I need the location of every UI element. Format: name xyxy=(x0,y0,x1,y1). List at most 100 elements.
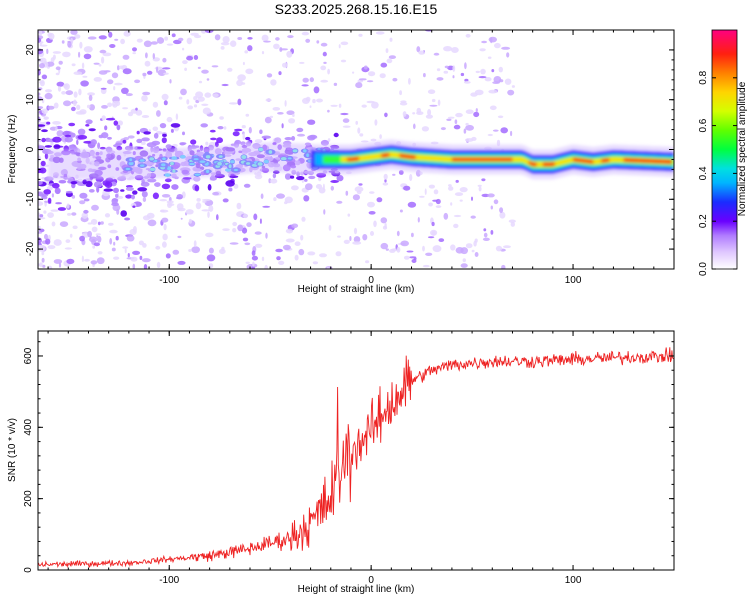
spectrogram-speckle xyxy=(412,112,416,115)
spectrogram-speckle xyxy=(291,223,299,229)
spectrogram-speckle xyxy=(201,198,211,202)
spectrogram-speckle xyxy=(323,61,327,64)
spectrogram-speckle xyxy=(437,99,441,106)
spectrogram-speckle xyxy=(492,129,499,132)
spectrogram-speckle xyxy=(56,130,64,137)
spectrogram-speckle xyxy=(423,73,426,78)
spectrogram-speckle xyxy=(95,233,101,236)
spectrogram-blob xyxy=(296,176,305,181)
spectrogram-blob xyxy=(77,135,88,140)
spectrogram-speckle xyxy=(299,61,305,64)
spectrogram-speckle xyxy=(492,81,500,84)
spectrogram-speckle xyxy=(93,62,100,65)
spectrogram-blob xyxy=(284,173,292,180)
spectrogram-speckle xyxy=(163,72,169,75)
spectrogram-speckle xyxy=(142,243,147,248)
spectrogram-speckle xyxy=(359,133,364,137)
spectrogram-speckle xyxy=(427,89,436,94)
spectrogram-speckle xyxy=(113,187,119,194)
spectrogram-speckle xyxy=(156,261,161,268)
spectrogram-speckle xyxy=(450,202,453,206)
spectrogram-speckle xyxy=(298,248,305,256)
x-tick-label: 0 xyxy=(368,275,374,286)
spectrogram-blob xyxy=(90,139,98,146)
spectrogram-speckle xyxy=(296,133,306,137)
spectrogram-speckle xyxy=(67,41,72,48)
x-tick-label: 100 xyxy=(565,575,582,586)
spectrogram-speckle xyxy=(483,232,488,238)
spectrogram-blob xyxy=(125,186,134,191)
spectrogram-speckle xyxy=(155,245,161,250)
spectrogram-speckle xyxy=(107,79,114,85)
spectrogram-speckle xyxy=(435,198,441,205)
spectrogram-speckle xyxy=(162,67,171,70)
spectrogram-speckle xyxy=(431,98,436,103)
spectrogram-speckle xyxy=(38,69,41,76)
spectrogram-speckle xyxy=(312,98,316,104)
spectrogram-speckle xyxy=(223,126,227,130)
spectrogram-speckle xyxy=(400,240,410,247)
spectrogram-blob xyxy=(137,146,144,150)
spectrogram-speckle xyxy=(333,82,338,86)
spectrogram-speckle xyxy=(440,127,446,131)
spectrogram-speckle xyxy=(187,105,194,110)
spectrogram-speckle xyxy=(424,188,427,195)
ridge-core xyxy=(601,158,610,163)
ridge-core xyxy=(623,157,672,164)
spectrogram-speckle xyxy=(286,110,295,115)
spectrogram-speckle xyxy=(81,255,84,262)
spectrogram-blob xyxy=(232,131,240,137)
y-tick-label: 10 xyxy=(25,94,36,106)
y-tick-label: 20 xyxy=(25,44,36,56)
spectrogram-speckle xyxy=(87,230,92,238)
spectrogram-blob xyxy=(308,175,316,180)
y-tick-label: 200 xyxy=(23,490,34,507)
spectrogram-speckle xyxy=(143,264,148,269)
spectrogram-blob xyxy=(137,187,148,192)
spectrogram-speckle xyxy=(243,213,248,219)
spectrogram-speckle xyxy=(382,182,389,186)
colorbar-label: Normalized spectral amplitude xyxy=(737,81,748,216)
spectrogram-speckle xyxy=(207,211,210,218)
spectrogram-speckle xyxy=(312,261,319,265)
spectrogram-speckle xyxy=(247,45,253,52)
spectrogram-speckle xyxy=(484,77,492,82)
spectrogram-speckle xyxy=(237,224,244,232)
spectrogram-blob xyxy=(179,142,186,146)
spectrogram-speckle xyxy=(285,238,295,243)
snr-axes: -100 0 100 0 200 400 600 xyxy=(23,331,675,586)
spectrogram-speckle xyxy=(282,62,288,68)
spectrogram-speckle xyxy=(487,56,492,59)
spectrogram-speckle xyxy=(135,107,138,111)
spectrogram-speckle xyxy=(47,105,55,110)
spectrogram-speckle xyxy=(80,80,89,87)
spectrogram-speckle xyxy=(464,62,467,70)
spectrogram-speckle xyxy=(413,257,417,261)
spectrogram-speckle xyxy=(388,55,396,59)
spectrogram-speckle xyxy=(392,77,398,82)
spectrogram-speckle xyxy=(73,91,78,98)
spectrogram-speckle xyxy=(139,255,143,260)
spectrogram-blob xyxy=(85,124,90,127)
spectrogram-speckle xyxy=(101,56,105,64)
spectrogram-speckle xyxy=(50,57,55,63)
spectrogram-speckle xyxy=(474,89,484,96)
spectrogram-speckle xyxy=(241,82,246,85)
spectrogram-speckle xyxy=(374,119,378,126)
spectrogram-speckle xyxy=(132,52,136,55)
spectrogram-speckle xyxy=(53,259,63,264)
spectrogram-speckle xyxy=(488,89,498,94)
spectrogram-speckle xyxy=(141,258,151,263)
spectrogram-speckle xyxy=(103,70,111,73)
spectrogram-speckle xyxy=(163,100,168,106)
spectrogram-blob xyxy=(200,123,208,128)
spectrogram-speckle xyxy=(452,65,456,72)
spectrogram-speckle xyxy=(201,209,210,212)
spectrogram-speckle xyxy=(38,201,44,206)
spectrogram-speckle xyxy=(91,204,99,211)
spectrogram-speckle xyxy=(163,223,167,231)
spectrogram-speckle xyxy=(38,92,41,96)
spectrogram-speckle xyxy=(384,112,388,118)
spectrogram-blob xyxy=(333,132,339,138)
spectrogram-speckle xyxy=(425,114,433,119)
